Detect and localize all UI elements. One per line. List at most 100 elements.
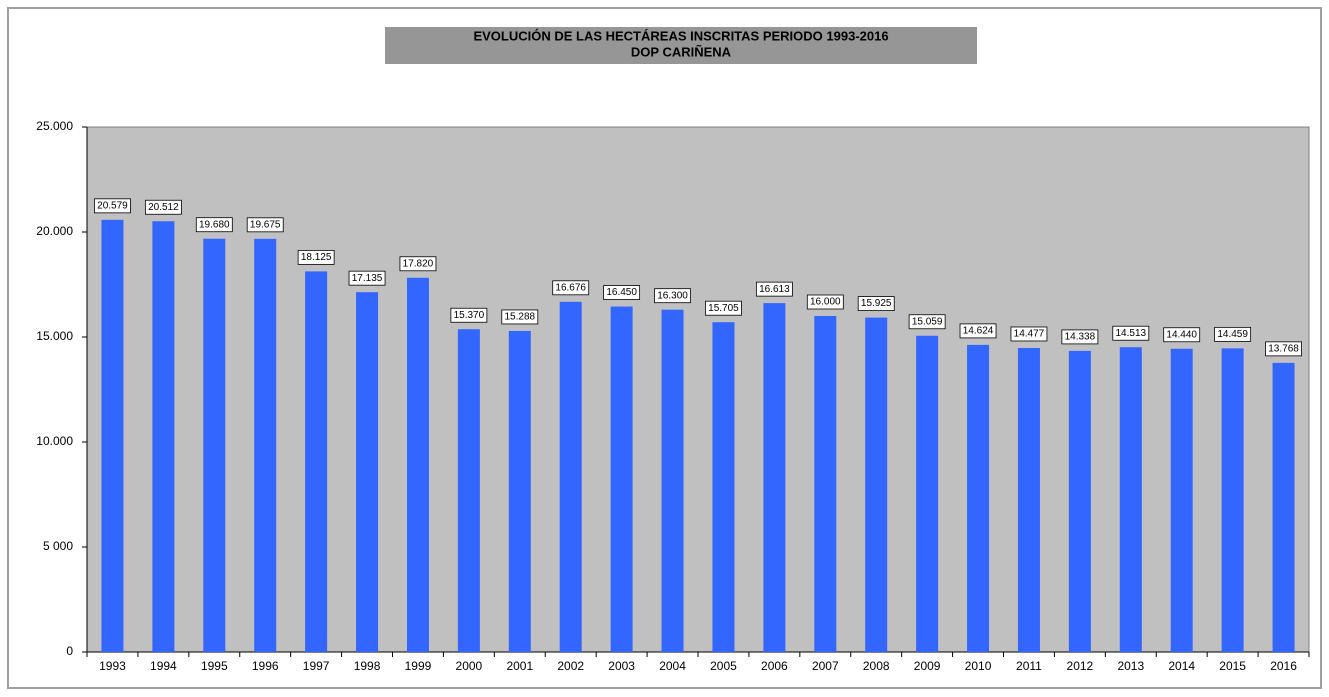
x-tick-label: 2002 [557, 659, 584, 673]
value-label-box [348, 270, 386, 286]
value-label-box [857, 296, 895, 311]
value-label-box [1163, 327, 1201, 343]
bar [406, 277, 429, 652]
x-tick-label: 1993 [99, 659, 126, 673]
x-tick-label: 2001 [506, 659, 533, 673]
bar [610, 306, 633, 652]
bar [152, 221, 175, 653]
bar [763, 303, 786, 652]
bar [508, 330, 531, 652]
value-label: 14.459 [1217, 329, 1248, 340]
value-label: 13.768 [1268, 344, 1299, 355]
y-tick-label: 10.000 [36, 434, 73, 448]
value-label: 16.000 [810, 297, 841, 308]
chart-title: EVOLUCIÓN DE LAS HECTÁREAS INSCRITAS PER… [473, 28, 888, 43]
value-label: 15.370 [454, 310, 485, 321]
bar [916, 335, 939, 652]
bar [661, 309, 684, 652]
bar [1068, 350, 1091, 652]
value-label-box [755, 281, 793, 297]
bar [1119, 347, 1142, 652]
value-label: 16.300 [657, 290, 688, 301]
value-label-box [959, 323, 997, 339]
x-tick-label: 1997 [303, 659, 330, 673]
value-label-box [195, 217, 233, 233]
value-label-box [450, 307, 488, 323]
value-label: 14.338 [1065, 332, 1096, 343]
value-label: 14.440 [1166, 329, 1197, 340]
x-tick-label: 2000 [456, 659, 483, 673]
value-label: 14.624 [963, 326, 994, 337]
value-label: 16.613 [759, 284, 790, 295]
value-label-box [246, 217, 284, 233]
value-label: 20.512 [148, 202, 179, 213]
value-label-box [806, 294, 844, 310]
value-label: 17.135 [352, 273, 383, 284]
bar [101, 219, 124, 652]
x-tick-label: 2016 [1270, 659, 1297, 673]
value-label-box [94, 198, 131, 214]
y-tick-label: 0 [66, 644, 73, 658]
value-label-box [1061, 329, 1099, 345]
value-label-box [144, 199, 182, 215]
value-label-box [297, 249, 335, 265]
x-tick-label: 1995 [201, 659, 228, 673]
bar [356, 292, 379, 652]
x-tick-label: 2011 [1016, 659, 1042, 673]
value-label: 19.680 [199, 219, 230, 230]
value-label-box [552, 280, 590, 296]
value-label-box [501, 309, 539, 325]
x-tick-label: 2010 [965, 659, 992, 673]
value-label: 19.675 [250, 219, 281, 230]
value-label: 14.513 [1115, 328, 1146, 339]
value-label-box [1010, 326, 1048, 342]
value-label: 17.820 [403, 258, 434, 269]
value-label: 15.059 [912, 316, 943, 327]
value-label: 15.705 [708, 303, 739, 314]
value-label: 18.125 [301, 252, 332, 263]
x-tick-label: 2003 [608, 659, 635, 673]
chart-subtitle: DOP CARIÑENA [631, 44, 732, 59]
x-tick-label: 2014 [1168, 659, 1195, 673]
y-tick-label: 20.000 [36, 224, 73, 238]
bar [712, 322, 735, 652]
bar [559, 301, 582, 652]
bar [967, 344, 990, 652]
value-label: 16.676 [555, 282, 586, 293]
bar [1272, 362, 1295, 652]
x-tick-label: 2005 [710, 659, 737, 673]
bar [1017, 347, 1040, 652]
x-tick-label: 1996 [252, 659, 279, 673]
value-label: 20.579 [97, 200, 128, 211]
x-tick-label: 1994 [150, 659, 177, 673]
value-label-box [1265, 341, 1302, 357]
bar [203, 238, 226, 652]
x-tick-label: 2004 [659, 659, 686, 673]
value-label-box [603, 285, 641, 300]
y-tick-label: 5 000 [43, 539, 73, 553]
value-label: 16.450 [606, 287, 637, 298]
y-tick-label: 25.000 [36, 119, 73, 133]
bar [1221, 348, 1244, 652]
value-label-box [705, 300, 742, 316]
value-label-box [908, 314, 946, 330]
bar [865, 317, 888, 652]
value-label-box [1112, 325, 1150, 341]
x-tick-label: 1999 [405, 659, 432, 673]
x-tick-label: 2015 [1219, 659, 1246, 673]
x-tick-label: 2008 [863, 659, 890, 673]
x-tick-label: 1998 [354, 659, 381, 673]
x-tick-label: 2013 [1117, 659, 1144, 673]
x-tick-label: 2007 [812, 659, 839, 673]
value-label-box [1214, 326, 1252, 342]
bar [305, 271, 328, 652]
value-label: 15.925 [861, 298, 892, 309]
value-label-box [399, 256, 437, 272]
bar [814, 316, 837, 652]
value-label: 15.288 [504, 312, 535, 323]
plot-area [86, 126, 1310, 653]
bar [254, 238, 277, 652]
bar [1170, 348, 1193, 652]
title-box [385, 27, 977, 64]
